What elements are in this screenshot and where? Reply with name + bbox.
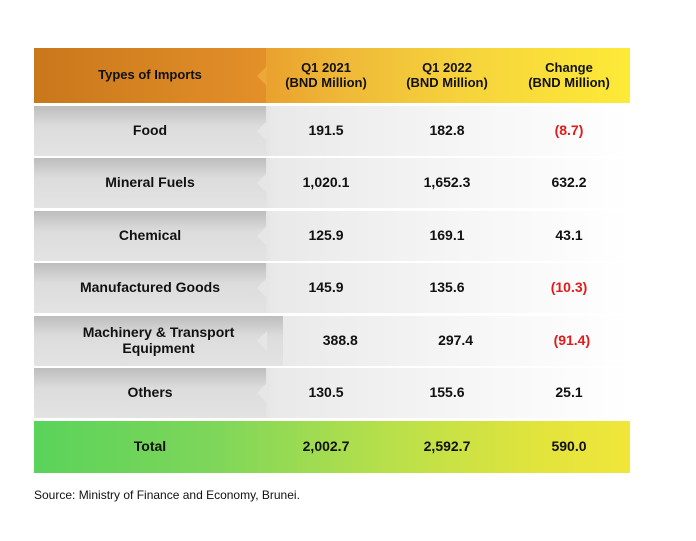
total-label: Total xyxy=(133,437,167,454)
row-type-cell: Others xyxy=(34,368,266,418)
row-type-cell: Manufactured Goods xyxy=(34,263,266,313)
row-q1-2022-cell: 182.8 xyxy=(429,121,465,138)
header-q1-2021-label: Q1 2021 xyxy=(301,60,351,76)
header-q1-2022-unit: (BND Million) xyxy=(406,74,488,90)
row-q1-2021-cell: 145.9 xyxy=(308,279,344,296)
header-types-of-imports: Types of Imports xyxy=(34,48,266,103)
header-change-label: Change xyxy=(545,60,593,76)
table-row: Mineral Fuels 1,020.1 1,652.3 632.2 xyxy=(34,158,630,208)
row-q1-2022-cell: 135.6 xyxy=(429,279,465,296)
imports-table: Types of Imports Q1 2021 (BND Million) Q1… xyxy=(34,48,630,473)
row-q1-2022-cell: 297.4 xyxy=(438,331,474,348)
table-row: Others 130.5 155.6 25.1 xyxy=(34,368,630,418)
total-q1-2022: 2,592.7 xyxy=(423,437,471,454)
row-q1-2021-cell: 388.8 xyxy=(322,331,358,348)
table-row: Manufactured Goods 145.9 135.6 (10.3) xyxy=(34,263,630,313)
row-change-cell: 632.2 xyxy=(551,174,587,191)
row-q1-2021-cell: 125.9 xyxy=(308,226,344,243)
row-q1-2022-cell: 169.1 xyxy=(429,226,465,243)
row-type-cell: Mineral Fuels xyxy=(34,158,266,208)
row-change-cell: (10.3) xyxy=(550,279,588,296)
header-q1-2022-label: Q1 2022 xyxy=(422,60,472,76)
row-arrow-marker xyxy=(257,173,267,193)
total-change: 590.0 xyxy=(551,437,587,454)
total-q1-2021: 2,002.7 xyxy=(302,437,350,454)
table-row: Chemical 125.9 169.1 43.1 xyxy=(34,210,630,261)
row-change-cell: (8.7) xyxy=(554,121,584,138)
row-arrow-marker xyxy=(257,383,267,403)
row-q1-2021-cell: 191.5 xyxy=(308,121,344,138)
row-q1-2022-cell: 155.6 xyxy=(429,384,465,401)
total-row: Total 2,002.7 2,592.7 590.0 xyxy=(34,420,630,473)
row-type-cell: Food xyxy=(34,105,266,156)
row-q1-2021-cell: 1,020.1 xyxy=(302,174,350,191)
row-arrow-marker xyxy=(257,330,267,351)
row-type-cell: Machinery & Transport Equipment xyxy=(34,315,284,366)
header-q1-2021-unit: (BND Million) xyxy=(285,74,367,90)
table-header-row: Types of Imports Q1 2021 (BND Million) Q1… xyxy=(34,48,630,103)
header-q1-2022: Q1 2022 (BND Million) xyxy=(386,48,508,103)
row-change-cell: 25.1 xyxy=(555,384,583,401)
row-arrow-marker xyxy=(257,278,267,298)
header-change-unit: (BND Million) xyxy=(528,74,610,90)
row-change-cell: 43.1 xyxy=(555,226,583,243)
row-arrow-marker xyxy=(257,120,267,141)
row-arrow-marker xyxy=(257,225,267,246)
source-note: Source: Ministry of Finance and Economy,… xyxy=(34,488,300,502)
header-arrow-marker xyxy=(257,65,267,86)
row-q1-2022-cell: 1,652.3 xyxy=(423,174,471,191)
row-change-cell: (91.4) xyxy=(553,331,591,348)
row-type-cell: Chemical xyxy=(34,210,266,261)
table-row: Machinery & Transport Equipment 388.8 297.… xyxy=(34,315,630,366)
header-change: Change (BND Million) xyxy=(508,48,630,103)
table-row: Food 191.5 182.8 (8.7) xyxy=(34,105,630,156)
header-q1-2021: Q1 2021 (BND Million) xyxy=(266,48,386,103)
row-q1-2021-cell: 130.5 xyxy=(308,384,344,401)
